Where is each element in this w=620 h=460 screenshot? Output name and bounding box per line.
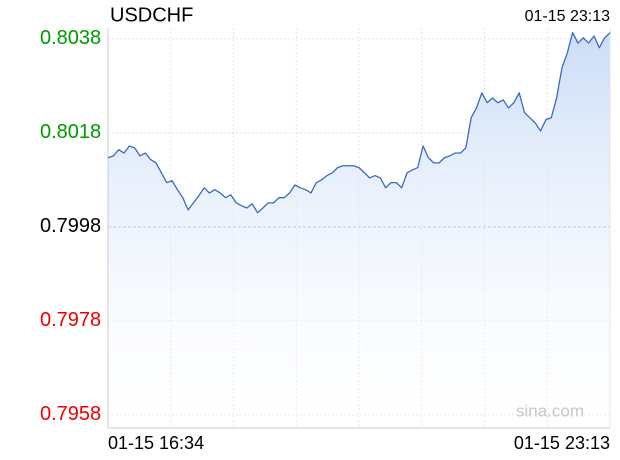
price-line xyxy=(107,32,611,214)
y-tick-label: 0.8038 xyxy=(40,27,101,49)
y-tick-label: 0.7958 xyxy=(40,403,101,425)
area xyxy=(108,32,610,428)
y-tick-label: 0.7998 xyxy=(40,215,101,237)
y-tick-label: 0.7978 xyxy=(40,309,101,331)
latest-time: 01-15 23:13 xyxy=(525,8,611,25)
x-tick-label: 01-15 16:34 xyxy=(108,433,204,453)
y-tick-label: 0.8018 xyxy=(40,121,101,143)
chart-title: USDCHF xyxy=(110,4,193,26)
x-tick-label: 01-15 23:13 xyxy=(514,433,610,453)
watermark: sina.com xyxy=(516,401,584,420)
